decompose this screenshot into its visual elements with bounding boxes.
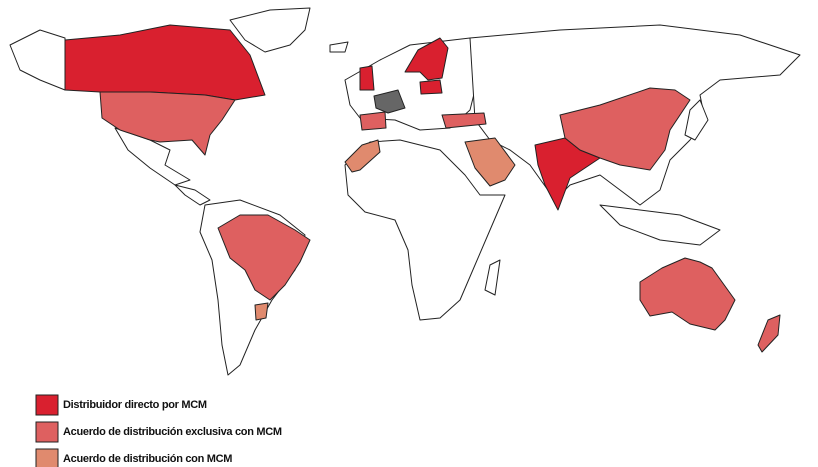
japan (684, 99, 709, 141)
iberia (359, 111, 387, 131)
uk (359, 65, 375, 91)
legend: Distribuidor directo por MCM Acuerdo de d… (35, 394, 282, 467)
morocco (344, 139, 381, 173)
uruguay (254, 302, 269, 321)
legend-swatch (35, 448, 59, 467)
highlighted-countries (64, 24, 781, 353)
australia (639, 257, 736, 331)
legend-label: Acuerdo de distribución exclusiva con MC… (63, 426, 282, 438)
legend-label: Distribuidor directo por MCM (63, 399, 207, 411)
brazil (217, 214, 311, 301)
turkey (441, 112, 487, 129)
canada (64, 24, 266, 101)
france (373, 89, 406, 114)
iceland (329, 41, 349, 53)
saudi-arabia (464, 137, 516, 187)
usa (99, 91, 236, 156)
legend-swatch (35, 394, 59, 416)
southeast-asia (599, 204, 721, 246)
africa (344, 139, 506, 321)
china (559, 87, 691, 171)
mexico (114, 127, 191, 186)
greenland (229, 7, 311, 53)
poland (419, 79, 443, 95)
scandinavia (404, 37, 449, 81)
legend-swatch (35, 421, 59, 443)
madagascar (484, 259, 501, 296)
legend-label: Acuerdo de distribución con MCM (63, 453, 232, 465)
alaska (9, 29, 66, 91)
central-america (174, 184, 211, 206)
new-zealand (757, 314, 781, 353)
